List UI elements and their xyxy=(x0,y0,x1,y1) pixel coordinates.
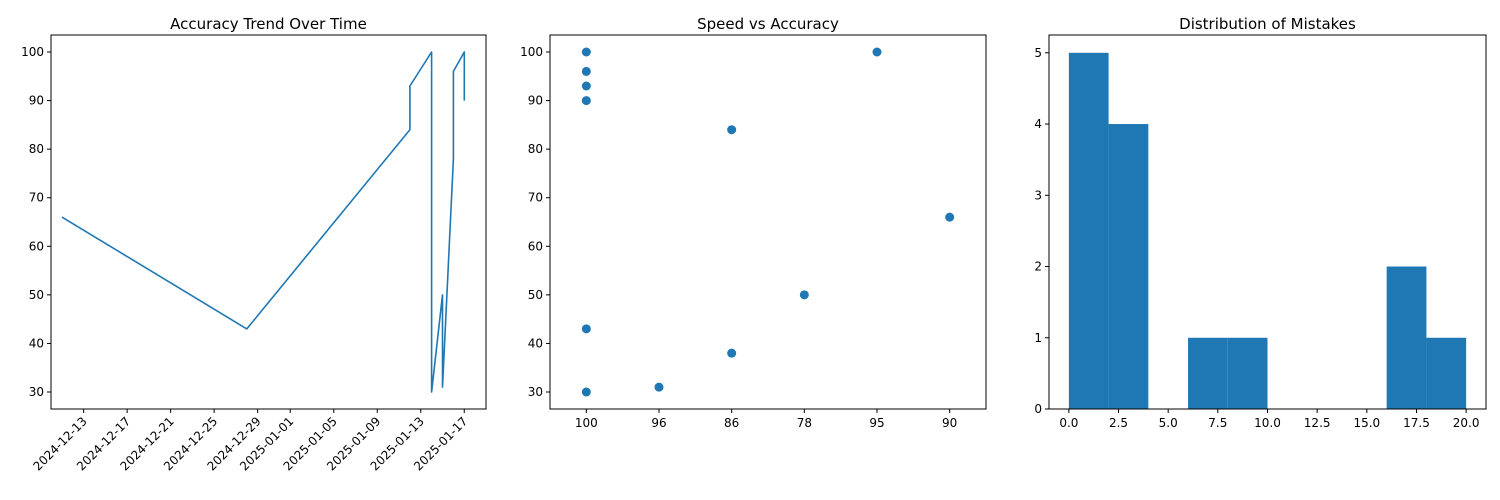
x-tick-label: 0.0 xyxy=(1059,416,1078,430)
x-tick-label: 96 xyxy=(651,416,666,430)
x-tick-label: 95 xyxy=(869,416,884,430)
y-tick-label: 3 xyxy=(1034,188,1042,202)
y-tick-label: 30 xyxy=(528,385,543,399)
scatter-point xyxy=(581,47,591,57)
scatter-point xyxy=(581,66,591,76)
y-tick-label: 0 xyxy=(1034,402,1042,416)
chart-title: Distribution of Mistakes xyxy=(1179,15,1356,33)
y-tick-label: 50 xyxy=(528,288,543,302)
histogram-bar xyxy=(1227,337,1268,409)
x-tick-label: 7.5 xyxy=(1208,416,1227,430)
scatter-point xyxy=(581,324,591,334)
y-tick-label: 80 xyxy=(29,142,44,156)
x-tick-label: 90 xyxy=(942,416,957,430)
histogram-bar xyxy=(1426,337,1467,409)
histogram-bar xyxy=(1068,52,1109,410)
scatter-point xyxy=(654,382,664,392)
y-tick-label: 90 xyxy=(29,94,44,108)
y-tick-label: 100 xyxy=(21,45,44,59)
x-tick-label: 2.5 xyxy=(1109,416,1128,430)
plot-frame xyxy=(50,34,487,410)
x-tick-label: 17.5 xyxy=(1403,416,1430,430)
y-tick-label: 5 xyxy=(1034,46,1042,60)
scatter-point xyxy=(727,125,737,135)
y-tick-label: 100 xyxy=(520,45,543,59)
accuracy-trend-chart: Accuracy Trend Over Time 30 40 50 60 70 80 90 1… xyxy=(21,15,487,473)
speed-accuracy-chart: Speed vs Accuracy 30 40 50 60 70 80 90 100 100 9… xyxy=(520,15,987,430)
histogram-bar xyxy=(1386,266,1427,409)
scatter-point xyxy=(581,81,591,91)
x-tick-label: 20.0 xyxy=(1453,416,1480,430)
x-tick-label: 100 xyxy=(575,416,598,430)
x-tick-label: 86 xyxy=(724,416,739,430)
x-tick-label: 10.0 xyxy=(1254,416,1281,430)
chart-title: Speed vs Accuracy xyxy=(697,15,839,33)
y-tick-label: 50 xyxy=(29,288,44,302)
chart-title: Accuracy Trend Over Time xyxy=(170,15,367,33)
scatter-point xyxy=(872,47,882,57)
y-tick-label: 90 xyxy=(528,94,543,108)
y-tick-label: 60 xyxy=(528,239,543,253)
y-tick-label: 1 xyxy=(1034,331,1042,345)
y-tick-label: 2 xyxy=(1034,260,1042,274)
y-tick-label: 30 xyxy=(29,385,44,399)
mistakes-distribution-chart: Distribution of Mistakes 0 1 2 3 4 5 0.0 2.5 5.… xyxy=(1034,15,1487,430)
x-tick-label: 5.0 xyxy=(1159,416,1178,430)
scatter-point xyxy=(945,212,955,222)
y-tick-label: 40 xyxy=(528,336,543,350)
histogram-bar xyxy=(1108,124,1149,410)
y-tick-label: 4 xyxy=(1034,117,1042,131)
y-tick-label: 80 xyxy=(528,142,543,156)
y-tick-label: 40 xyxy=(29,336,44,350)
scatter-point xyxy=(799,290,809,300)
y-tick-label: 60 xyxy=(29,239,44,253)
y-tick-label: 70 xyxy=(528,191,543,205)
scatter-point xyxy=(727,348,737,358)
y-tick-label: 70 xyxy=(29,191,44,205)
plot-frame xyxy=(549,34,987,410)
x-tick-label: 78 xyxy=(797,416,812,430)
scatter-point xyxy=(581,96,591,106)
x-tick-label: 15.0 xyxy=(1353,416,1380,430)
histogram-bar xyxy=(1188,337,1228,409)
accuracy-series-line xyxy=(61,51,466,393)
x-tick-label: 12.5 xyxy=(1304,416,1331,430)
scatter-point xyxy=(581,387,591,397)
